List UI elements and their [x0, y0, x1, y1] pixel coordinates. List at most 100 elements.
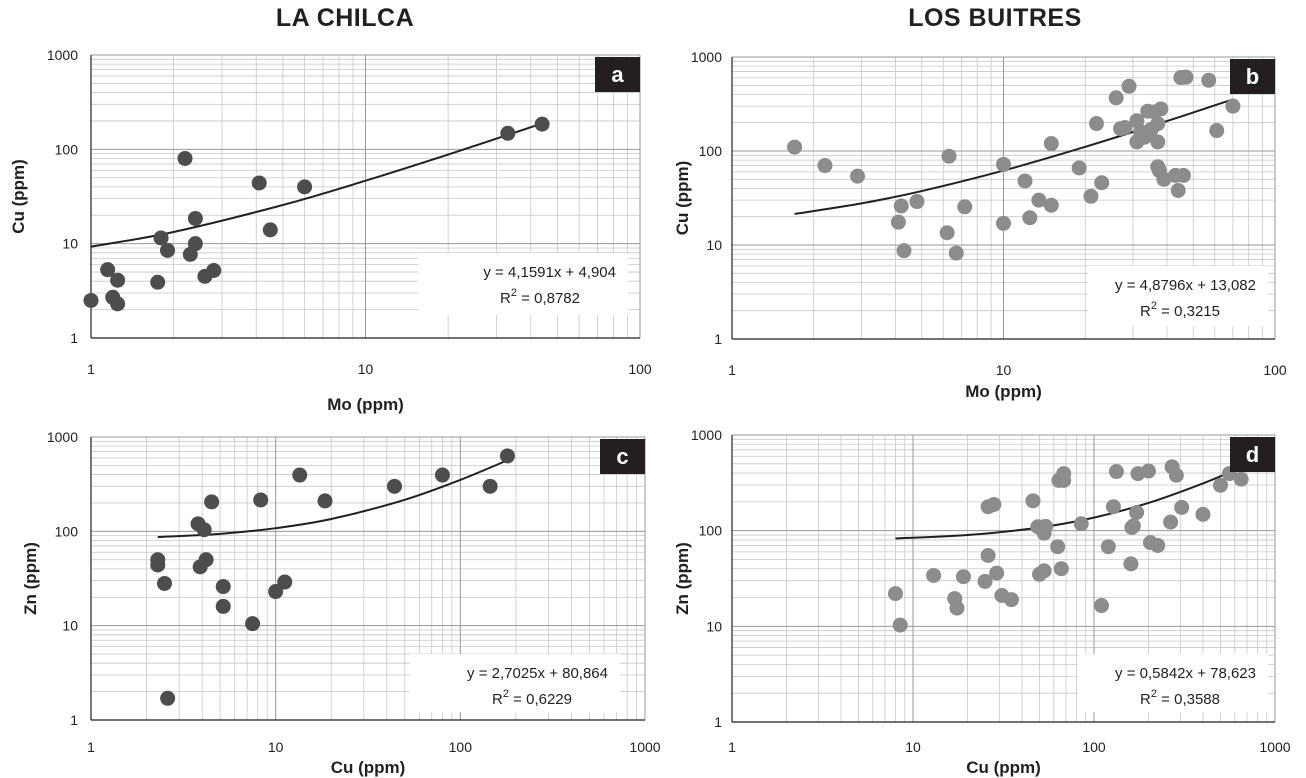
x-tick-label: 1000	[629, 739, 660, 755]
regression-equation: y = 2,7025x + 80,864	[467, 665, 608, 682]
data-point	[989, 565, 1005, 581]
x-tick-label: 100	[1082, 739, 1106, 755]
data-point	[1105, 499, 1121, 515]
data-point	[156, 575, 172, 591]
panel-c: 1 10 100 1000 1 10 100 1000 Cu (ppm) Zn (ppm) y = …	[21, 429, 661, 777]
data-point	[1071, 160, 1087, 176]
data-point	[160, 242, 176, 258]
y-tick-label: 1	[70, 712, 78, 728]
data-point	[1036, 563, 1052, 579]
panel-letter: b	[1246, 64, 1259, 89]
x-tick-label: 10	[996, 362, 1012, 378]
y-axis-label: Zn (ppm)	[21, 542, 40, 615]
data-point	[1150, 537, 1166, 553]
y-tick-label: 10	[62, 236, 78, 252]
data-point	[482, 478, 498, 494]
y-tick-label: 100	[699, 143, 723, 159]
data-point	[150, 557, 166, 573]
panel-badge	[595, 57, 640, 92]
data-point	[160, 690, 176, 706]
x-tick-label: 1	[728, 739, 736, 755]
data-point	[1038, 518, 1054, 534]
equation-box	[1088, 266, 1268, 326]
y-tick-label: 1000	[691, 49, 722, 65]
x-tick-label: 100	[449, 739, 473, 755]
data-point	[1031, 192, 1047, 208]
data-point	[386, 478, 402, 494]
data-point	[1233, 471, 1249, 487]
data-point	[245, 616, 261, 632]
data-point	[941, 148, 957, 164]
x-tick-label: 10	[905, 739, 921, 755]
y-tick-label: 100	[55, 523, 79, 539]
data-point	[1100, 539, 1116, 555]
los-buitres-title: LOS BUITRES	[908, 4, 1082, 32]
data-point	[500, 125, 516, 141]
trend-line	[157, 459, 508, 539]
x-tick-label: 1000	[1259, 739, 1290, 755]
data-point	[204, 494, 220, 510]
x-axis-label: Mo (ppm)	[965, 382, 1041, 401]
r-squared-value: R2 = 0,3215	[1140, 300, 1220, 320]
data-point	[1073, 516, 1089, 532]
data-point	[277, 574, 293, 590]
data-point	[499, 448, 515, 464]
data-point	[890, 214, 906, 230]
y-tick-label: 10	[706, 237, 722, 253]
data-point	[887, 586, 903, 602]
data-point	[1175, 167, 1191, 183]
panel-b: 1 10 100 1 10 100 1000 Mo (ppm) Cu (ppm) y = 4,87…	[673, 49, 1287, 401]
data-point	[1050, 539, 1066, 555]
data-point	[1178, 69, 1194, 85]
data-point	[892, 617, 908, 633]
data-point	[1213, 477, 1229, 493]
panel-badge	[1230, 59, 1275, 94]
y-tick-label: 1000	[691, 427, 722, 443]
y-tick-label: 100	[699, 523, 723, 539]
regression-equation: y = 0,5842x + 78,623	[1115, 665, 1256, 682]
data-point	[957, 199, 973, 215]
data-point	[198, 552, 214, 568]
data-point	[787, 139, 803, 155]
y-tick-label: 1000	[47, 429, 78, 445]
data-point	[996, 215, 1011, 231]
data-point	[986, 496, 1002, 512]
data-point	[1003, 592, 1019, 608]
data-point	[1163, 514, 1179, 530]
data-point	[1123, 556, 1139, 572]
data-point	[196, 522, 212, 538]
x-tick-label: 10	[268, 739, 284, 755]
y-axis-label: Cu (ppm)	[673, 161, 692, 236]
r-squared-value: R2 = 0,6229	[492, 688, 572, 708]
data-point	[317, 493, 333, 509]
data-point	[215, 598, 231, 614]
data-point	[926, 567, 942, 583]
data-point	[206, 262, 222, 278]
data-point	[1053, 561, 1069, 577]
data-point	[534, 116, 550, 132]
data-point	[977, 573, 993, 589]
data-point	[253, 492, 269, 508]
data-point	[1225, 98, 1241, 114]
data-point	[1150, 134, 1166, 150]
y-tick-label: 1	[714, 331, 722, 347]
data-point	[1088, 116, 1104, 132]
data-point	[1121, 78, 1137, 94]
data-point	[1117, 119, 1133, 135]
y-tick-label: 1	[714, 714, 722, 730]
data-point	[110, 296, 126, 312]
equation-box	[410, 654, 620, 712]
data-point	[948, 245, 964, 261]
y-tick-label: 10	[706, 618, 722, 634]
data-point	[909, 194, 925, 210]
data-point	[83, 292, 99, 308]
x-tick-label: 10	[358, 361, 374, 377]
data-point	[1017, 173, 1033, 189]
data-point	[939, 225, 955, 241]
data-point	[893, 198, 909, 214]
data-point	[262, 222, 278, 238]
data-point	[215, 579, 231, 595]
data-point	[980, 548, 996, 564]
y-tick-label: 1000	[47, 47, 78, 63]
data-point	[1093, 598, 1109, 614]
